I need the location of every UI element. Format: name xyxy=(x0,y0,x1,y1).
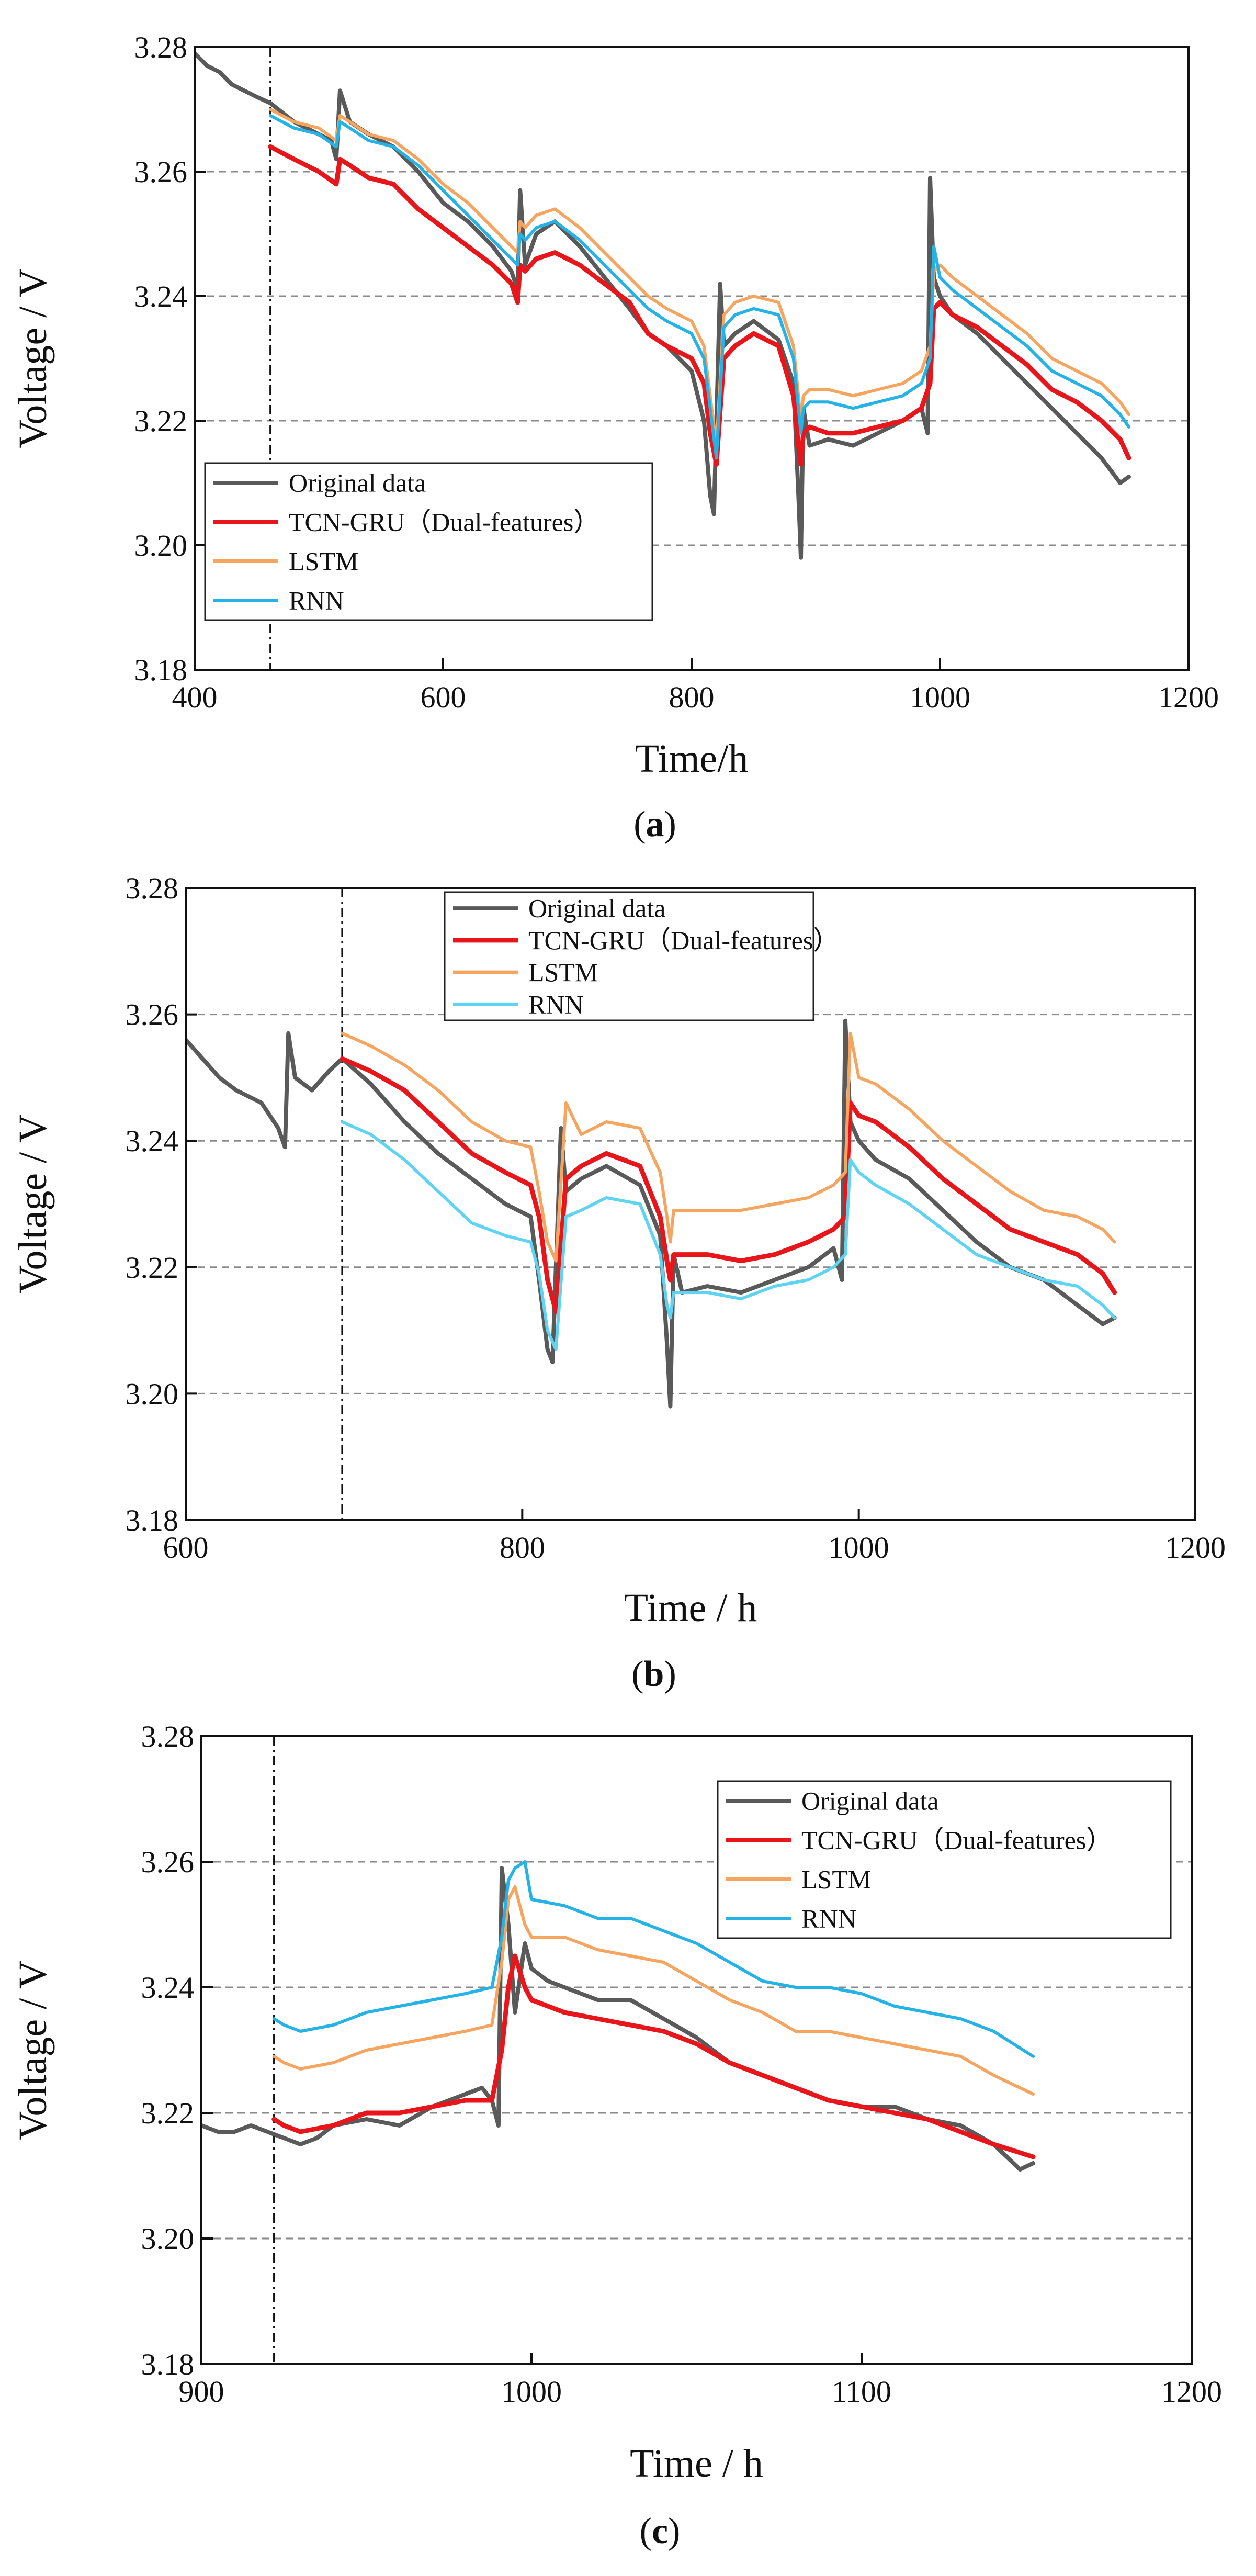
panel-caption-letter: a xyxy=(646,804,664,845)
chart-panel-c: 3.18 3.20 3.22 3.24 3.26 3.28 900 1000 1100 1200 T… xyxy=(11,1719,1222,2551)
series-line-2 xyxy=(272,1885,1035,2096)
legend-box xyxy=(444,891,814,1021)
series-line-3 xyxy=(268,114,1130,460)
y-tick-label: 3.20 xyxy=(126,1377,179,1411)
series-line-3 xyxy=(341,1120,1116,1351)
legend-entry: LSTM xyxy=(528,958,598,987)
x-tick-label: 1200 xyxy=(1158,680,1219,714)
x-tick-label: 400 xyxy=(172,680,218,714)
x-tick-label: 600 xyxy=(163,1531,209,1565)
y-axis-label: Voltage / V xyxy=(11,1114,55,1294)
x-tick-label: 600 xyxy=(421,680,466,714)
legend: Original data TCN-GRU（Dual-features） LSTM R… xyxy=(204,462,653,621)
y-tick-label: 3.22 xyxy=(141,2096,195,2130)
series-line-2 xyxy=(341,1031,1116,1263)
x-tick-label: 1200 xyxy=(1161,2375,1222,2409)
y-tick-label: 3.20 xyxy=(141,2222,195,2256)
series-line-0 xyxy=(186,1018,1117,1409)
y-tick-label: 3.28 xyxy=(141,1719,195,1753)
legend-entry: RNN xyxy=(289,586,344,615)
legend-entry: TCN-GRU（Dual-features） xyxy=(528,926,839,955)
x-tick-label: 800 xyxy=(500,1531,545,1565)
x-tick-label: 1000 xyxy=(910,680,970,714)
y-tick-label: 3.24 xyxy=(126,1124,179,1158)
chart-panel-a: 3.18 3.20 3.22 3.24 3.26 3.28 400 600 800 1000 120… xyxy=(11,30,1219,845)
y-tick-label: 3.24 xyxy=(134,279,188,313)
x-tick-label: 1200 xyxy=(1165,1531,1226,1565)
y-tick-label: 3.26 xyxy=(126,998,179,1032)
y-tick-label: 3.18 xyxy=(134,653,188,687)
panel-caption: (a) xyxy=(633,804,676,845)
series-line-1 xyxy=(268,144,1131,467)
y-axis-label: Voltage / V xyxy=(11,1960,55,2140)
panel-caption-letter: c xyxy=(652,2511,668,2551)
legend-entry: RNN xyxy=(528,989,584,1019)
legend-entry: RNN xyxy=(801,1904,857,1933)
legend-entry: Original data xyxy=(289,468,426,498)
x-tick-label: 1000 xyxy=(829,1531,889,1565)
legend-entry: LSTM xyxy=(289,547,358,576)
plot-frame xyxy=(200,1735,1193,2365)
x-axis-label: Time/h xyxy=(635,737,749,781)
x-tick-label: 1100 xyxy=(832,2375,891,2409)
legend-entry: TCN-GRU（Dual-features） xyxy=(801,1826,1112,1855)
series-line-1 xyxy=(271,1953,1036,2159)
plot-frame xyxy=(185,887,1196,1521)
series-line-3 xyxy=(272,1860,1035,2058)
y-tick-label: 3.20 xyxy=(134,528,188,563)
y-tick-label: 3.26 xyxy=(141,1845,195,1879)
legend-entry: Original data xyxy=(801,1786,938,1816)
y-tick-label: 3.22 xyxy=(134,404,188,438)
series-line-1 xyxy=(340,1056,1117,1314)
legend-entry: Original data xyxy=(528,894,665,923)
legend: Original data TCN-GRU（Dual-features） LSTMR… xyxy=(444,891,839,1021)
y-tick-label: 3.24 xyxy=(141,1971,195,2005)
y-tick-label: 3.22 xyxy=(126,1251,179,1285)
x-tick-label: 1000 xyxy=(501,2375,562,2409)
x-axis-label: Time / h xyxy=(630,2442,763,2485)
y-tick-label: 3.26 xyxy=(134,155,188,189)
chart-panel-b: 3.18 3.20 3.22 3.24 3.26 3.28 600 800 1000 1200 Ti… xyxy=(11,871,1226,1694)
legend-entry: TCN-GRU（Dual-features） xyxy=(289,508,599,537)
legend-box xyxy=(204,462,653,621)
x-tick-label: 800 xyxy=(669,680,715,714)
y-axis-label: Voltage / V xyxy=(11,268,55,448)
x-tick-label: 900 xyxy=(179,2375,224,2409)
y-tick-label: 3.28 xyxy=(134,30,188,64)
panel-caption: (c) xyxy=(640,2511,681,2551)
legend: Original data TCN-GRU（Dual-features） LSTM R… xyxy=(717,1780,1172,1939)
panel-caption-letter: b xyxy=(644,1654,664,1694)
y-tick-label: 3.18 xyxy=(126,1503,179,1537)
x-axis-label: Time / h xyxy=(624,1586,757,1630)
panel-caption: (b) xyxy=(631,1654,676,1694)
legend-entry: LSTM xyxy=(801,1865,871,1894)
legend-box xyxy=(717,1780,1172,1939)
y-tick-label: 3.28 xyxy=(126,871,179,905)
y-tick-label: 3.18 xyxy=(141,2347,195,2381)
